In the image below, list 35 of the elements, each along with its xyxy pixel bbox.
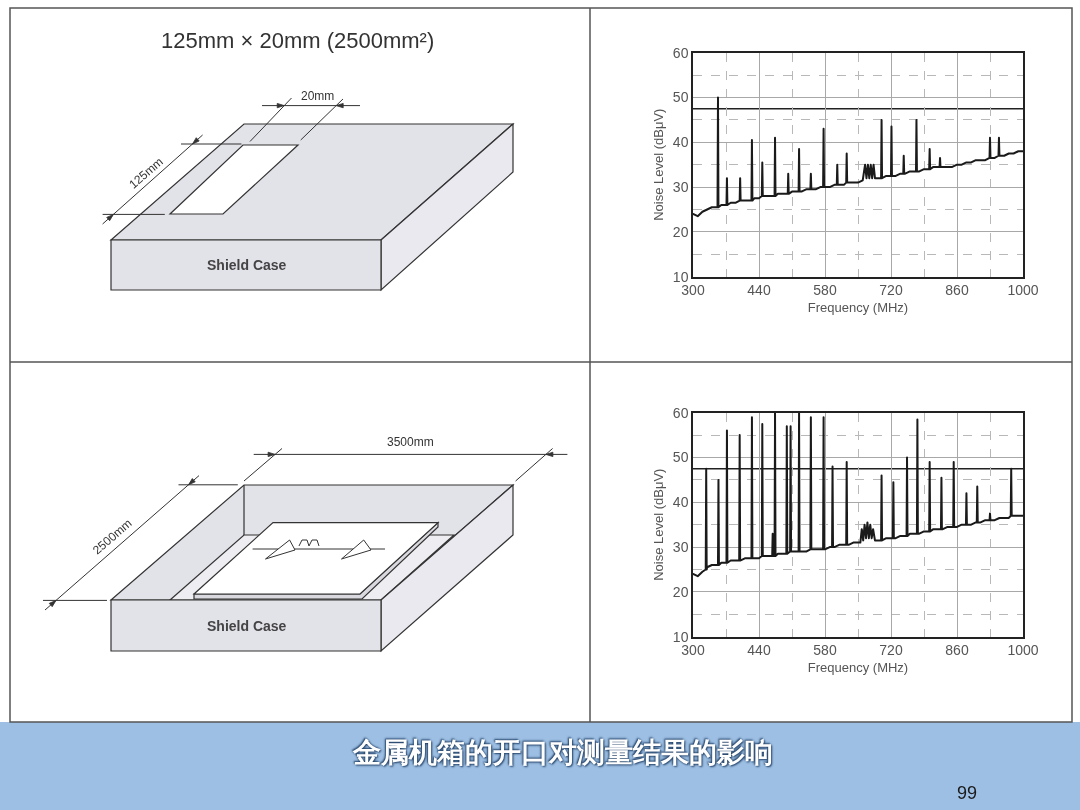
y-tick-label: 30 xyxy=(672,539,689,555)
x-axis-title: Frequency (MHz) xyxy=(807,660,909,676)
y-tick-label: 10 xyxy=(672,268,689,285)
text: 99 xyxy=(957,783,978,803)
x-tick-label: 440 xyxy=(747,282,771,299)
x-tick-label: 1000 xyxy=(1007,282,1039,299)
x-axis-title: Frequency (MHz) xyxy=(807,300,909,316)
x-tick-label: 300 xyxy=(681,642,705,659)
x-tick-label: 720 xyxy=(879,642,903,659)
text: Shield Case xyxy=(207,618,287,634)
y-tick-label: 20 xyxy=(672,223,689,240)
x-tick-label: 860 xyxy=(945,282,969,299)
y-tick-label: 60 xyxy=(672,44,689,61)
y-tick-label: 30 xyxy=(672,179,689,195)
text: 3500mm xyxy=(387,435,434,449)
y-tick-label: 40 xyxy=(672,494,689,511)
text: 金属机箱的开口对测量结果的影响 xyxy=(352,737,773,768)
text: 20mm xyxy=(301,89,335,103)
y-tick-label: 50 xyxy=(672,449,689,466)
x-tick-label: 440 xyxy=(747,642,771,659)
text: Shield Case xyxy=(207,257,287,273)
x-tick-label: 300 xyxy=(681,282,705,299)
x-tick-label: 580 xyxy=(813,282,837,299)
y-tick-label: 40 xyxy=(672,134,689,151)
y-axis-title: Noise Level (dBμV) xyxy=(651,108,667,221)
text: 125mm × 20mm (2500mm²) xyxy=(161,28,435,53)
x-tick-label: 860 xyxy=(945,642,969,659)
y-tick-label: 10 xyxy=(672,628,689,645)
y-tick-label: 50 xyxy=(672,89,689,106)
x-tick-label: 1000 xyxy=(1007,642,1039,659)
x-tick-label: 580 xyxy=(813,642,837,659)
y-tick-label: 20 xyxy=(672,583,689,600)
y-tick-label: 60 xyxy=(672,404,689,421)
y-axis-title: Noise Level (dBμV) xyxy=(651,468,667,581)
x-tick-label: 720 xyxy=(879,282,903,299)
